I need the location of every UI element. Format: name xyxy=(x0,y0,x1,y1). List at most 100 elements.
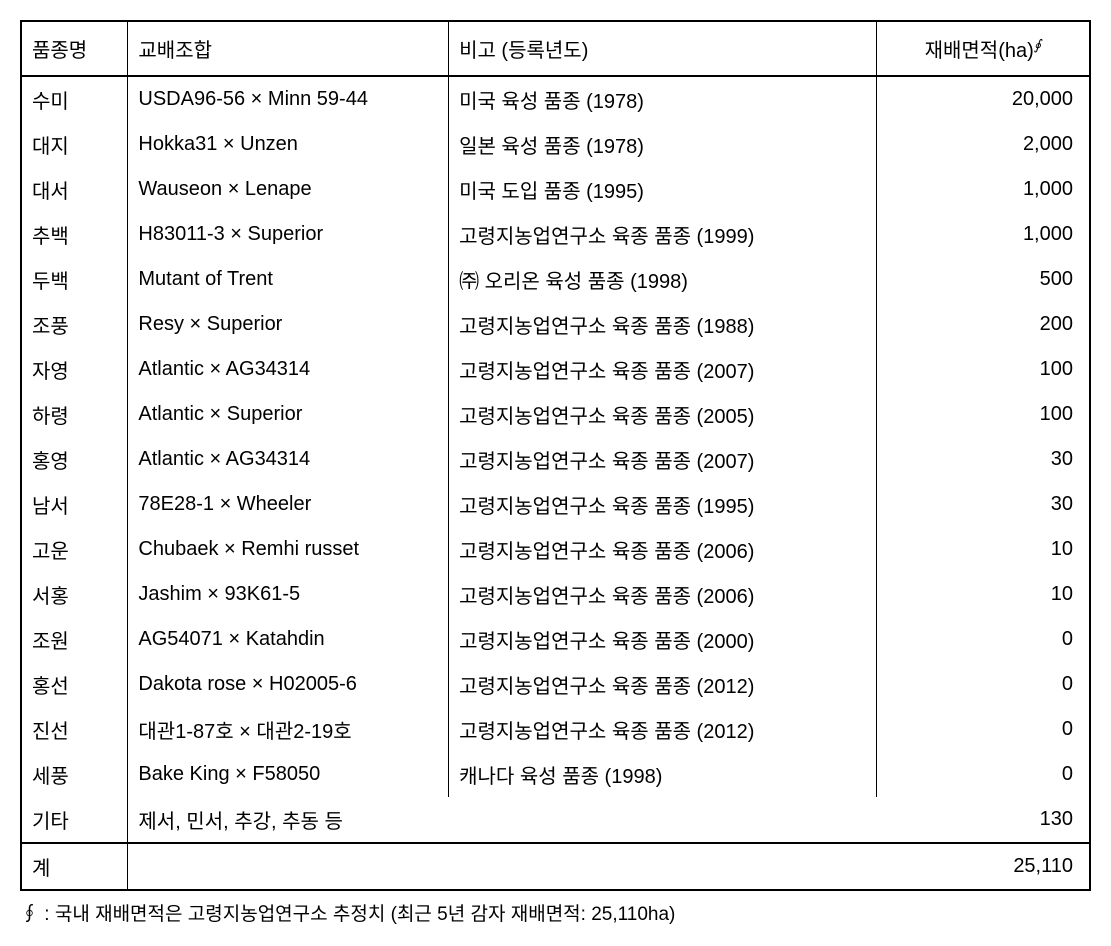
cell-note: 고령지농업연구소 육종 품종 (1999) xyxy=(449,212,877,257)
table-row: 남서78E28-1 × Wheeler고령지농업연구소 육종 품종 (1995)… xyxy=(21,482,1090,527)
footer-empty-2 xyxy=(449,843,877,890)
cell-cross-combination: Hokka31 × Unzen xyxy=(128,122,449,167)
header-cross-combination: 교배조합 xyxy=(128,21,449,76)
table-row: 대지Hokka31 × Unzen일본 육성 품종 (1978)2,000 xyxy=(21,122,1090,167)
cell-cross-combination: Jashim × 93K61-5 xyxy=(128,572,449,617)
table-body: 수미USDA96-56 × Minn 59-44미국 육성 품종 (1978)2… xyxy=(21,76,1090,843)
cell-area: 20,000 xyxy=(876,76,1090,122)
cell-variety-name: 대지 xyxy=(21,122,128,167)
cell-area: 2,000 xyxy=(876,122,1090,167)
table-row: 하령Atlantic × Superior고령지농업연구소 육종 품종 (200… xyxy=(21,392,1090,437)
cell-variety-name: 하령 xyxy=(21,392,128,437)
header-area-sup: ∮ xyxy=(1034,36,1041,52)
cell-variety-name: 홍선 xyxy=(21,662,128,707)
cell-cross-combination: Wauseon × Lenape xyxy=(128,167,449,212)
cell-variety-name: 홍영 xyxy=(21,437,128,482)
cell-variety-name: 고운 xyxy=(21,527,128,572)
cell-area: 1,000 xyxy=(876,167,1090,212)
potato-variety-table: 품종명 교배조합 비고 (등록년도) 재배면적(ha)∮ 수미USDA96-56… xyxy=(20,20,1091,891)
footnote-text: : 국내 재배면적은 고령지농업연구소 추정치 (최근 5년 감자 재배면적: … xyxy=(44,904,675,925)
cell-cross-combination: Resy × Superior xyxy=(128,302,449,347)
cell-cross-combination: USDA96-56 × Minn 59-44 xyxy=(128,76,449,122)
cell-cross-combination: AG54071 × Katahdin xyxy=(128,617,449,662)
table-row: 조풍Resy × Superior고령지농업연구소 육종 품종 (1988)20… xyxy=(21,302,1090,347)
cell-variety-name: 조원 xyxy=(21,617,128,662)
cell-variety-name: 기타 xyxy=(21,797,128,843)
cell-cross-combination: 78E28-1 × Wheeler xyxy=(128,482,449,527)
table-footer-row: 계 25,110 xyxy=(21,843,1090,890)
cell-area: 10 xyxy=(876,572,1090,617)
cell-variety-name: 자영 xyxy=(21,347,128,392)
cell-area: 30 xyxy=(876,482,1090,527)
cell-area: 130 xyxy=(876,797,1090,843)
cell-note: 고령지농업연구소 육종 품종 (2007) xyxy=(449,437,877,482)
cell-note: 미국 육성 품종 (1978) xyxy=(449,76,877,122)
header-cultivation-area: 재배면적(ha)∮ xyxy=(876,21,1090,76)
cell-area: 1,000 xyxy=(876,212,1090,257)
table-header-row: 품종명 교배조합 비고 (등록년도) 재배면적(ha)∮ xyxy=(21,21,1090,76)
cell-variety-name: 서홍 xyxy=(21,572,128,617)
cell-note: 고령지농업연구소 육종 품종 (2007) xyxy=(449,347,877,392)
cell-area: 500 xyxy=(876,257,1090,302)
table-row: 수미USDA96-56 × Minn 59-44미국 육성 품종 (1978)2… xyxy=(21,76,1090,122)
cell-variety-name: 대서 xyxy=(21,167,128,212)
table-row: 고운Chubaek × Remhi russet고령지농업연구소 육종 품종 (… xyxy=(21,527,1090,572)
cell-variety-name: 조풍 xyxy=(21,302,128,347)
cell-cross-combination: Chubaek × Remhi russet xyxy=(128,527,449,572)
footer-empty-1 xyxy=(128,843,449,890)
footnote-symbol: ∮ xyxy=(20,904,39,925)
cell-variety-name: 수미 xyxy=(21,76,128,122)
cell-note: 고령지농업연구소 육종 품종 (2012) xyxy=(449,662,877,707)
cell-area: 0 xyxy=(876,707,1090,752)
cell-variety-name: 두백 xyxy=(21,257,128,302)
table-row: 세풍Bake King × F58050캐나다 육성 품종 (1998)0 xyxy=(21,752,1090,797)
cell-note: 일본 육성 품종 (1978) xyxy=(449,122,877,167)
cell-cross-combination: 제서, 민서, 추강, 추동 등 xyxy=(128,797,449,843)
cell-area: 200 xyxy=(876,302,1090,347)
table-row: 두백Mutant of Trent㈜ 오리온 육성 품종 (1998)500 xyxy=(21,257,1090,302)
cell-cross-combination: Bake King × F58050 xyxy=(128,752,449,797)
cell-note: 고령지농업연구소 육종 품종 (1988) xyxy=(449,302,877,347)
cell-note: 고령지농업연구소 육종 품종 (2005) xyxy=(449,392,877,437)
header-note-year: 비고 (등록년도) xyxy=(449,21,877,76)
cell-area: 0 xyxy=(876,752,1090,797)
cell-area: 100 xyxy=(876,392,1090,437)
table-row: 진선대관1-87호 × 대관2-19호고령지농업연구소 육종 품종 (2012)… xyxy=(21,707,1090,752)
cell-note: 고령지농업연구소 육종 품종 (1995) xyxy=(449,482,877,527)
cell-variety-name: 추백 xyxy=(21,212,128,257)
cell-note: 고령지농업연구소 육종 품종 (2000) xyxy=(449,617,877,662)
cell-note xyxy=(449,797,877,843)
table-row: 기타제서, 민서, 추강, 추동 등 130 xyxy=(21,797,1090,843)
cell-area: 0 xyxy=(876,662,1090,707)
cell-cross-combination: 대관1-87호 × 대관2-19호 xyxy=(128,707,449,752)
footer-total: 25,110 xyxy=(876,843,1090,890)
cell-variety-name: 진선 xyxy=(21,707,128,752)
table-row: 자영Atlantic × AG34314고령지농업연구소 육종 품종 (2007… xyxy=(21,347,1090,392)
cell-area: 30 xyxy=(876,437,1090,482)
table-row: 조원AG54071 × Katahdin고령지농업연구소 육종 품종 (2000… xyxy=(21,617,1090,662)
cell-note: 고령지농업연구소 육종 품종 (2006) xyxy=(449,572,877,617)
cell-cross-combination: Atlantic × Superior xyxy=(128,392,449,437)
cell-variety-name: 남서 xyxy=(21,482,128,527)
table-row: 홍영Atlantic × AG34314고령지농업연구소 육종 품종 (2007… xyxy=(21,437,1090,482)
cell-area: 10 xyxy=(876,527,1090,572)
cell-note: ㈜ 오리온 육성 품종 (1998) xyxy=(449,257,877,302)
cell-note: 고령지농업연구소 육종 품종 (2006) xyxy=(449,527,877,572)
cell-cross-combination: Dakota rose × H02005-6 xyxy=(128,662,449,707)
cell-cross-combination: Atlantic × AG34314 xyxy=(128,347,449,392)
table-row: 홍선Dakota rose × H02005-6고령지농업연구소 육종 품종 (… xyxy=(21,662,1090,707)
cell-note: 캐나다 육성 품종 (1998) xyxy=(449,752,877,797)
header-variety-name: 품종명 xyxy=(21,21,128,76)
cell-variety-name: 세풍 xyxy=(21,752,128,797)
cell-cross-combination: Mutant of Trent xyxy=(128,257,449,302)
cell-note: 미국 도입 품종 (1995) xyxy=(449,167,877,212)
cell-area: 100 xyxy=(876,347,1090,392)
cell-area: 0 xyxy=(876,617,1090,662)
cell-note: 고령지농업연구소 육종 품종 (2012) xyxy=(449,707,877,752)
footer-label: 계 xyxy=(21,843,128,890)
cell-cross-combination: H83011-3 × Superior xyxy=(128,212,449,257)
table-row: 대서Wauseon × Lenape미국 도입 품종 (1995)1,000 xyxy=(21,167,1090,212)
header-area-label: 재배면적(ha) xyxy=(925,40,1034,62)
table-row: 추백H83011-3 × Superior고령지농업연구소 육종 품종 (199… xyxy=(21,212,1090,257)
table-row: 서홍Jashim × 93K61-5고령지농업연구소 육종 품종 (2006)1… xyxy=(21,572,1090,617)
